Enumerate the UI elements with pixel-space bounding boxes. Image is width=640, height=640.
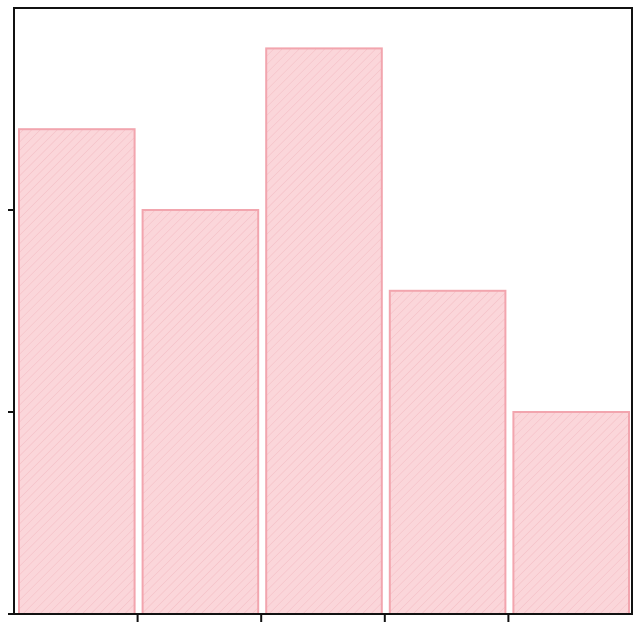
axes-frame: [13, 7, 633, 615]
axes-group: [8, 7, 633, 622]
histogram-bar-2: [141, 209, 260, 615]
histogram-bar-5: [512, 411, 631, 615]
bars-group: [18, 47, 631, 615]
histogram-bar-4: [388, 289, 507, 615]
histogram-bar-3: [265, 47, 383, 615]
histogram-bar-1: [18, 128, 136, 615]
